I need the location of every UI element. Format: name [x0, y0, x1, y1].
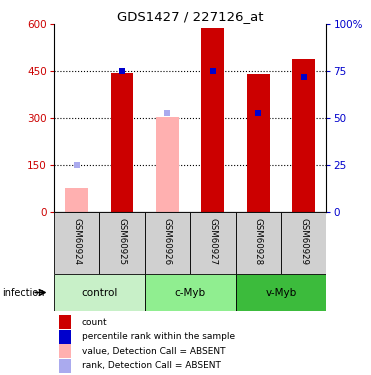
- Bar: [54, 274, 145, 311]
- Text: GSM60929: GSM60929: [299, 218, 308, 265]
- Bar: [201, 27, 224, 212]
- Text: rank, Detection Call = ABSENT: rank, Detection Call = ABSENT: [82, 362, 221, 370]
- Text: GSM60928: GSM60928: [254, 218, 263, 265]
- Text: GSM60926: GSM60926: [163, 218, 172, 265]
- Bar: [59, 330, 71, 344]
- Point: [210, 68, 216, 74]
- Bar: [236, 274, 326, 311]
- Bar: [59, 344, 71, 358]
- Text: count: count: [82, 318, 108, 327]
- Point: [164, 110, 170, 116]
- Point: [119, 68, 125, 74]
- Text: value, Detection Call = ABSENT: value, Detection Call = ABSENT: [82, 347, 226, 356]
- Text: c-Myb: c-Myb: [175, 288, 206, 297]
- Bar: [190, 212, 236, 274]
- Text: v-Myb: v-Myb: [265, 288, 297, 297]
- Bar: [145, 274, 236, 311]
- Bar: [59, 315, 71, 329]
- Text: control: control: [81, 288, 118, 297]
- Bar: [281, 212, 326, 274]
- Title: GDS1427 / 227126_at: GDS1427 / 227126_at: [117, 10, 263, 23]
- Point: [73, 162, 79, 168]
- Bar: [292, 59, 315, 212]
- Bar: [54, 212, 99, 274]
- Bar: [247, 74, 270, 212]
- Bar: [156, 117, 179, 212]
- Bar: [145, 212, 190, 274]
- Bar: [65, 188, 88, 212]
- Text: GSM60925: GSM60925: [118, 218, 127, 265]
- Bar: [59, 359, 71, 373]
- Text: percentile rank within the sample: percentile rank within the sample: [82, 332, 235, 341]
- Point: [255, 110, 261, 116]
- Point: [301, 74, 307, 80]
- Text: infection: infection: [2, 288, 45, 297]
- Text: GSM60924: GSM60924: [72, 218, 81, 265]
- Bar: [236, 212, 281, 274]
- Text: GSM60927: GSM60927: [209, 218, 217, 265]
- Bar: [99, 212, 145, 274]
- Bar: [111, 73, 133, 212]
